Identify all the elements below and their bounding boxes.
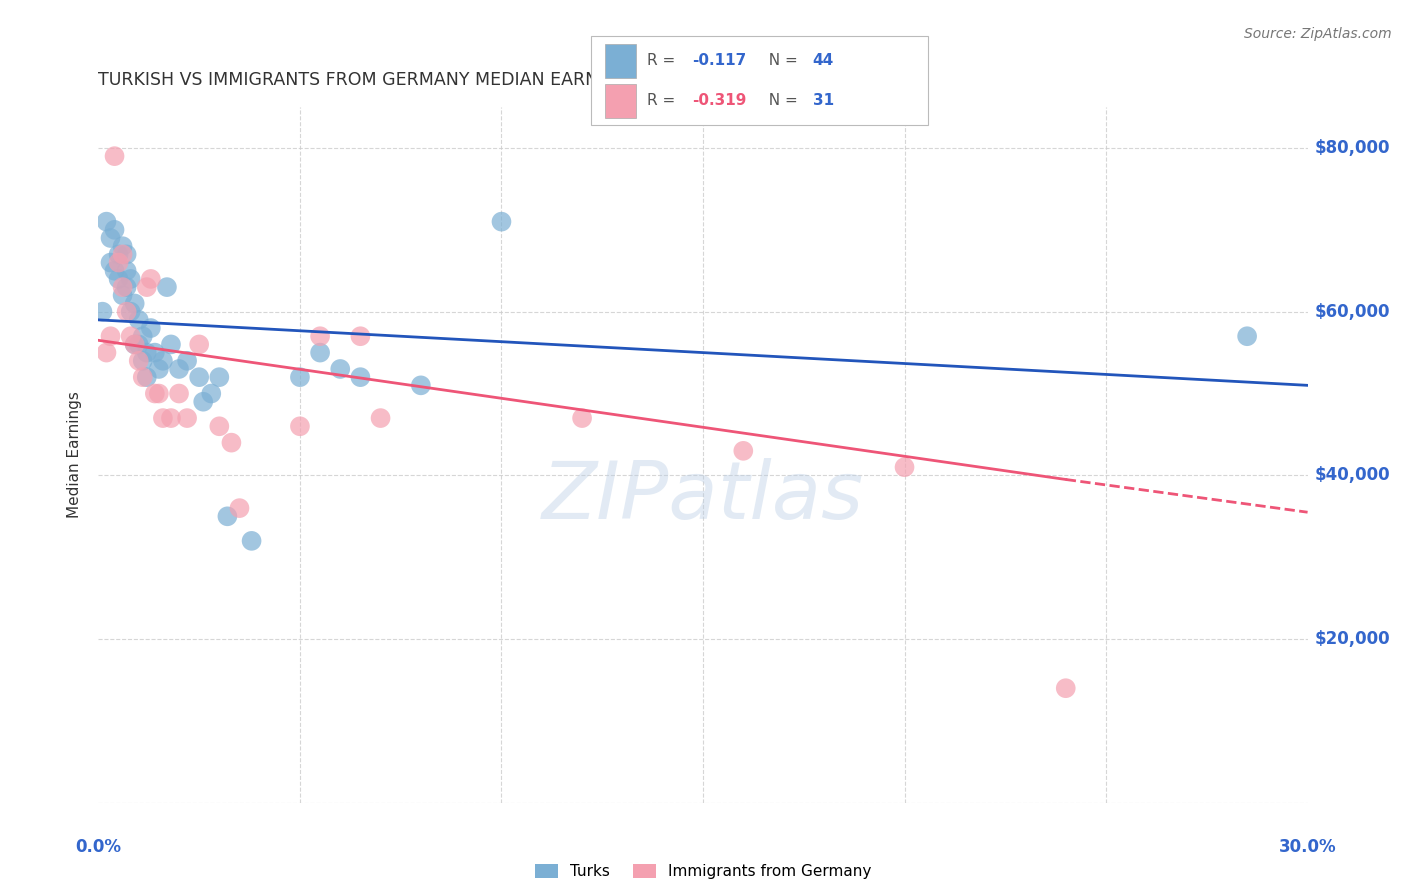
Point — [115, 247, 138, 261]
Point — [208, 419, 231, 434]
Point — [128, 337, 150, 351]
Point — [288, 370, 311, 384]
Point — [148, 362, 170, 376]
Point — [349, 329, 371, 343]
Point — [1236, 329, 1258, 343]
Point — [309, 345, 332, 359]
Point — [221, 435, 243, 450]
Point — [115, 280, 138, 294]
Point — [128, 353, 150, 368]
Text: 0.0%: 0.0% — [76, 838, 121, 856]
Point — [103, 223, 125, 237]
Point — [91, 304, 114, 318]
Point — [893, 460, 915, 475]
Text: 31: 31 — [813, 94, 834, 108]
Point — [148, 386, 170, 401]
Point — [135, 280, 157, 294]
Text: 44: 44 — [813, 54, 834, 68]
Point — [176, 353, 198, 368]
Point — [103, 149, 125, 163]
Point — [370, 411, 392, 425]
Text: Source: ZipAtlas.com: Source: ZipAtlas.com — [1244, 27, 1392, 41]
Text: R =: R = — [647, 94, 681, 108]
Point — [132, 353, 155, 368]
Point — [176, 411, 198, 425]
Point — [349, 370, 371, 384]
Point — [132, 329, 155, 343]
Point — [409, 378, 432, 392]
Point — [160, 411, 183, 425]
Point — [152, 353, 174, 368]
Point — [103, 264, 125, 278]
Legend: Turks, Immigrants from Germany: Turks, Immigrants from Germany — [529, 858, 877, 886]
Point — [1054, 681, 1077, 696]
Point — [733, 443, 755, 458]
Point — [124, 337, 146, 351]
Y-axis label: Median Earnings: Median Earnings — [67, 392, 83, 518]
Point — [100, 329, 122, 343]
Point — [120, 304, 142, 318]
Point — [329, 362, 352, 376]
Point — [111, 288, 134, 302]
Point — [128, 313, 150, 327]
Point — [107, 247, 129, 261]
Point — [208, 370, 231, 384]
Point — [132, 370, 155, 384]
Point — [143, 345, 166, 359]
Point — [309, 329, 332, 343]
Text: ZIPatlas: ZIPatlas — [541, 458, 865, 536]
Point — [188, 370, 211, 384]
Point — [156, 280, 179, 294]
Point — [107, 272, 129, 286]
Text: -0.117: -0.117 — [692, 54, 747, 68]
Point — [200, 386, 222, 401]
Point — [120, 329, 142, 343]
Point — [193, 394, 215, 409]
Text: 30.0%: 30.0% — [1279, 838, 1336, 856]
Point — [152, 411, 174, 425]
Point — [135, 370, 157, 384]
Text: $80,000: $80,000 — [1315, 139, 1391, 157]
Point — [167, 386, 190, 401]
Point — [100, 255, 122, 269]
Point — [111, 239, 134, 253]
Point — [111, 247, 134, 261]
Point — [139, 321, 162, 335]
Point — [107, 255, 129, 269]
Point — [100, 231, 122, 245]
Text: $60,000: $60,000 — [1315, 302, 1391, 321]
Point — [124, 296, 146, 310]
Point — [96, 345, 118, 359]
Text: TURKISH VS IMMIGRANTS FROM GERMANY MEDIAN EARNINGS CORRELATION CHART: TURKISH VS IMMIGRANTS FROM GERMANY MEDIA… — [98, 71, 835, 89]
Point — [188, 337, 211, 351]
Point — [217, 509, 239, 524]
Text: $40,000: $40,000 — [1315, 467, 1391, 484]
Point — [139, 272, 162, 286]
Text: -0.319: -0.319 — [692, 94, 747, 108]
Point — [571, 411, 593, 425]
Point — [120, 272, 142, 286]
Point — [124, 337, 146, 351]
Point — [135, 345, 157, 359]
Point — [111, 280, 134, 294]
Point — [491, 214, 513, 228]
Text: N =: N = — [759, 94, 803, 108]
Point — [288, 419, 311, 434]
Text: $20,000: $20,000 — [1315, 630, 1391, 648]
Point — [160, 337, 183, 351]
Point — [143, 386, 166, 401]
Point — [167, 362, 190, 376]
Point — [115, 264, 138, 278]
Point — [96, 214, 118, 228]
Text: N =: N = — [759, 54, 803, 68]
Point — [228, 501, 250, 516]
Point — [115, 304, 138, 318]
Text: R =: R = — [647, 54, 681, 68]
Point — [240, 533, 263, 548]
